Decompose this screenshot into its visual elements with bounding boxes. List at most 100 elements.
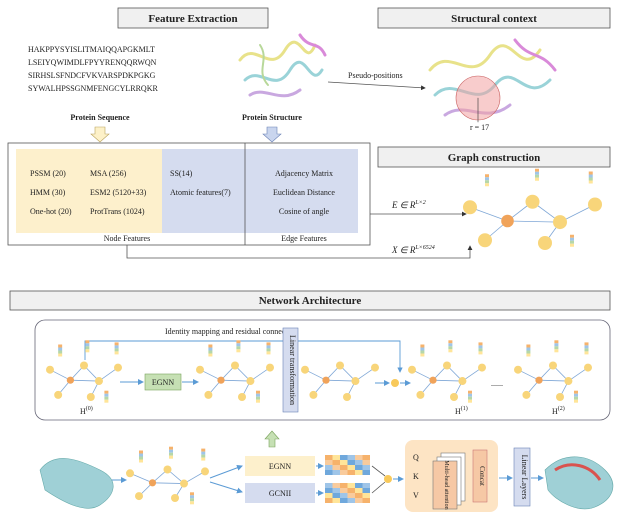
- panel-label: Node Features: [104, 234, 150, 243]
- graph-node: [478, 363, 486, 372]
- feature-bar: [588, 180, 593, 184]
- feature-bar: [485, 183, 489, 187]
- heat-cell: [362, 460, 370, 465]
- feature-bar: [139, 453, 143, 457]
- header-box: [117, 7, 269, 29]
- graph-edge: [70, 379, 99, 382]
- feature-bar: [448, 346, 453, 350]
- graph-node: [525, 194, 540, 209]
- edge-feature-panel: [162, 149, 358, 233]
- feature-bar: [468, 393, 472, 397]
- feature-bar: [478, 348, 483, 352]
- heat-cell: [332, 455, 340, 460]
- down-arrow: [262, 126, 282, 143]
- feature-bar: [448, 340, 453, 344]
- heat-cell: [325, 470, 333, 475]
- heat-cell: [340, 460, 348, 465]
- heat-cell: [355, 498, 363, 503]
- feature-bar: [468, 399, 472, 403]
- arrow-label: Pseudo-positions: [348, 71, 403, 80]
- feature: ProtTrans (1024): [90, 207, 145, 216]
- feature: Adjacency Matrix: [275, 169, 333, 178]
- feature-bar: [478, 351, 483, 355]
- feature-bar: [588, 177, 593, 181]
- heat-cell: [347, 460, 355, 465]
- feature-bar: [236, 349, 241, 353]
- graph-node: [538, 236, 552, 250]
- sequence-line: SIRHSLSFNDCFVKVARSPDKPGKG: [28, 71, 156, 80]
- feature-bar: [58, 350, 63, 354]
- graph-edge: [432, 379, 463, 382]
- feature: One-hot (20): [30, 207, 72, 216]
- heat-cell: [325, 460, 333, 465]
- graph-node: [201, 467, 209, 476]
- graph-node: [66, 376, 74, 384]
- feature-bar: [139, 450, 143, 454]
- graph-node: [584, 363, 592, 372]
- arrow: [371, 465, 386, 477]
- heat-cell: [325, 465, 333, 470]
- graph-node: [588, 197, 602, 212]
- feature-bar: [478, 342, 483, 346]
- feature-bar: [584, 348, 589, 352]
- feature-bar: [190, 492, 194, 496]
- graph-node: [246, 377, 255, 386]
- feature-bar: [574, 396, 578, 400]
- feature-bar: [420, 350, 425, 354]
- feature-bar: [526, 353, 531, 357]
- feature-bar: [114, 345, 119, 349]
- layer-label: H(1): [455, 405, 468, 416]
- graph-node: [556, 393, 564, 401]
- graph-node: [501, 214, 514, 228]
- header: Graph construction: [448, 152, 541, 164]
- qkv-label: V: [413, 491, 419, 500]
- graph-node: [231, 361, 239, 370]
- arrow: [209, 481, 243, 494]
- heat-cell: [340, 488, 348, 493]
- feature: Atomic features(7): [170, 188, 231, 197]
- feature-bar: [526, 344, 531, 348]
- header: Structural context: [451, 13, 537, 25]
- feature-bar: [584, 342, 589, 346]
- feature-bar: [190, 498, 194, 502]
- graph-node: [238, 393, 246, 401]
- feature-bar: [478, 345, 483, 349]
- heat-cell: [355, 470, 363, 475]
- feature-bar: [266, 345, 271, 349]
- heat-cell: [325, 493, 333, 498]
- graph-edge: [220, 379, 251, 382]
- sequence-line: LSEIYQWIMDLFPYYRENQQRWQN: [28, 58, 157, 67]
- heat-cell: [340, 493, 348, 498]
- feature-bar: [570, 243, 574, 247]
- feature-bar: [208, 353, 213, 357]
- feature-bar: [104, 393, 109, 397]
- graph-node: [217, 376, 225, 384]
- feature-bar: [574, 393, 578, 397]
- graph-node: [266, 363, 274, 372]
- feature: Euclidean Distance: [273, 188, 335, 197]
- header: Feature Extraction: [148, 13, 237, 25]
- linear-box: [282, 327, 299, 413]
- heat-cell: [362, 498, 370, 503]
- feature-bar: [584, 345, 589, 349]
- heat-cell: [325, 455, 333, 460]
- feature-bar: [190, 495, 194, 499]
- module-label: Concat: [478, 466, 486, 486]
- feature-bar: [554, 346, 559, 350]
- feature-bar: [468, 390, 472, 394]
- feature-bar: [570, 237, 574, 241]
- feature-bar: [58, 353, 63, 357]
- section-label: Protein Sequence: [70, 113, 130, 122]
- feature-bar: [570, 240, 574, 244]
- header-box: [377, 7, 611, 29]
- feature-bar: [535, 171, 539, 175]
- feature-bar: [535, 168, 539, 172]
- heat-cell: [332, 460, 340, 465]
- feature-bar: [208, 344, 213, 348]
- feature-bar: [420, 353, 425, 357]
- feature-bar: [190, 501, 194, 505]
- feature-bar: [554, 343, 559, 347]
- module-label: EGNN: [152, 378, 174, 387]
- feature-bar: [169, 452, 173, 456]
- graph-node: [309, 390, 318, 399]
